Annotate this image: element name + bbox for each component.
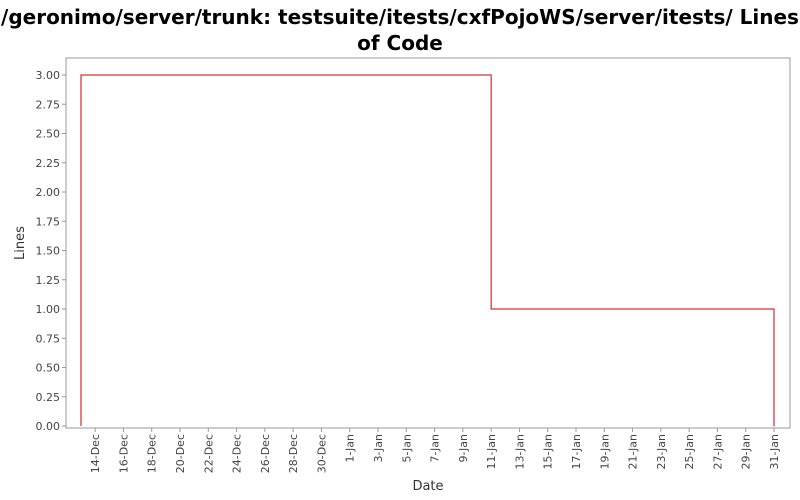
y-tick-label: 2.25 xyxy=(36,157,61,170)
y-axis: 0.00 0.25 0.50 0.75 1.00 1.25 1.50 1.75 2.00 2.25… xyxy=(36,69,66,433)
series-line xyxy=(80,74,775,426)
y-tick-label: 2.75 xyxy=(36,98,61,111)
x-tick-label: 13-Jan xyxy=(513,434,526,470)
x-tick-label: 26-Dec xyxy=(259,434,272,473)
y-tick-label: 0.75 xyxy=(36,332,61,345)
y-tick-label: 0.25 xyxy=(36,391,61,404)
x-tick-label: 25-Jan xyxy=(683,434,696,470)
y-tick-label: 2.00 xyxy=(36,186,61,199)
x-tick-label: 20-Dec xyxy=(174,434,187,473)
x-tick-label: 9-Jan xyxy=(457,434,470,463)
y-tick-label: 1.00 xyxy=(36,303,61,316)
plot-area xyxy=(65,57,791,429)
y-tick-label: 0.00 xyxy=(36,420,61,433)
x-tick-label: 30-Dec xyxy=(315,434,328,473)
x-tick-label: 28-Dec xyxy=(287,434,300,473)
x-tick-label: 7-Jan xyxy=(429,434,442,463)
x-tick-label: 14-Dec xyxy=(89,434,102,473)
x-axis: 14-Dec 16-Dec 18-Dec 20-Dec 22-Dec 24-Dec 26-D… xyxy=(89,428,781,473)
data-point xyxy=(80,74,82,76)
x-tick-label: 1-Jan xyxy=(344,434,357,463)
x-tick-label: 18-Dec xyxy=(146,434,159,473)
x-tick-label: 17-Jan xyxy=(570,434,583,470)
x-tick-label: 23-Jan xyxy=(655,434,668,470)
data-point xyxy=(490,308,492,310)
x-tick-label: 31-Jan xyxy=(768,434,781,470)
y-tick-label: 0.50 xyxy=(36,362,61,375)
x-tick-label: 21-Jan xyxy=(627,434,640,470)
x-axis-title: Date xyxy=(412,479,443,494)
y-tick-label: 1.75 xyxy=(36,215,61,228)
x-tick-label: 15-Jan xyxy=(542,434,555,470)
x-tick-label: 22-Dec xyxy=(202,434,215,473)
x-tick-label: 29-Jan xyxy=(740,434,753,470)
y-tick-label: 1.25 xyxy=(36,274,61,287)
y-axis-title: Lines xyxy=(13,226,28,260)
data-point xyxy=(773,425,775,427)
series-layer xyxy=(80,74,775,427)
y-tick-label: 1.50 xyxy=(36,245,61,258)
chart-title: /geronimo/server/trunk: testsuite/itests… xyxy=(1,5,799,55)
x-tick-label: 16-Dec xyxy=(117,434,130,473)
x-tick-label: 3-Jan xyxy=(372,434,385,463)
x-tick-label: 24-Dec xyxy=(231,434,244,473)
x-tick-label: 5-Jan xyxy=(400,434,413,463)
y-tick-label: 3.00 xyxy=(36,69,61,82)
x-tick-label: 11-Jan xyxy=(485,434,498,470)
y-tick-label: 2.50 xyxy=(36,128,61,141)
x-tick-label: 27-Jan xyxy=(711,434,724,470)
x-tick-label: 19-Jan xyxy=(598,434,611,470)
